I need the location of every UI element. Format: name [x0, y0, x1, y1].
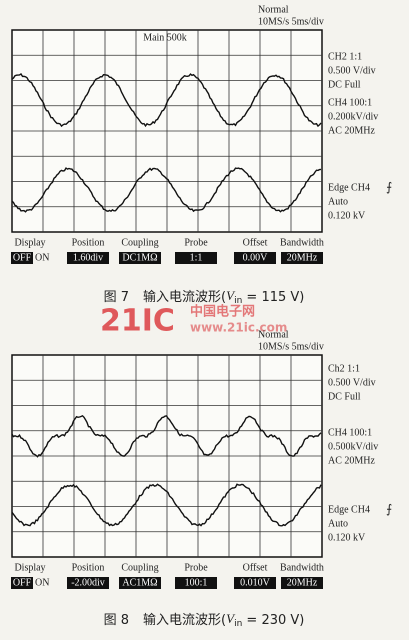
channel-info: CH4 100:1 — [328, 97, 372, 108]
channel-info: 0.500 V/div — [328, 65, 376, 76]
menu-value: OFF — [13, 577, 32, 588]
trigger-icon: ⨍ — [386, 180, 392, 194]
menu-label: Coupling — [121, 562, 158, 573]
watermark-logo: 21IC — [100, 304, 175, 339]
menu-value-box — [234, 252, 276, 264]
menu-label: Display — [14, 562, 45, 573]
channel-info: CH4 100:1 — [328, 427, 372, 438]
menu-value-box — [67, 577, 109, 589]
menu-value-box — [281, 252, 323, 264]
channel-info: 0.500kV/div — [328, 441, 378, 452]
channel-info: 0.200kV/div — [328, 111, 378, 122]
figure-caption: 图 8 输入电流波形(Vin = 230 V) — [104, 611, 305, 629]
menu-label: Display — [14, 237, 45, 248]
menu-label: Probe — [184, 237, 208, 248]
channel-info: Edge CH4 — [328, 504, 370, 515]
menu-value: 1.60div — [73, 252, 103, 263]
menu-label: Position — [72, 562, 105, 573]
waveform — [11, 167, 322, 213]
menu-value-box — [281, 577, 323, 589]
menu-value: 0.00V — [243, 252, 269, 263]
caption-symbol: V — [226, 611, 236, 626]
menu-value-box — [67, 252, 109, 264]
menu-label: Offset — [243, 562, 268, 573]
menu-label: Bandwidth — [280, 562, 324, 573]
caption-label: 图 8 — [104, 613, 129, 628]
channel-info: Ch2 1:1 — [328, 363, 360, 374]
channel-info: DC Full — [328, 391, 361, 402]
channel-info: 0.500 V/div — [328, 377, 376, 388]
channel-info: AC 20MHz — [328, 455, 376, 466]
caption-symbol: V — [226, 288, 236, 303]
channel-info: Auto — [328, 518, 348, 529]
menu-value-box — [11, 577, 33, 589]
menu-value: AC1MΩ — [122, 577, 157, 588]
watermark-text: 中国电子网 — [190, 304, 255, 320]
menu-value: 20MHz — [287, 252, 318, 263]
scope-header: Normal — [258, 329, 289, 340]
menu-value: 0.010V — [240, 577, 271, 588]
scope-header: Normal — [258, 4, 289, 15]
channel-info: CH2 1:1 — [328, 51, 362, 62]
channel-info: Auto — [328, 196, 348, 207]
caption-tail: = 115 V) — [242, 290, 304, 305]
channel-info: AC 20MHz — [328, 125, 376, 136]
channel-info: DC Full — [328, 79, 361, 90]
menu-value: OFF — [13, 252, 32, 263]
menu-value-box — [119, 252, 161, 264]
menu-label: Bandwidth — [280, 237, 324, 248]
menu-value: 1:1 — [190, 252, 203, 263]
waveform — [11, 483, 322, 527]
channel-info: Edge CH4 — [328, 182, 370, 193]
menu-value: DC1MΩ — [122, 252, 157, 263]
menu-value: -2.00div — [71, 577, 105, 588]
caption-text: 输入电流波形( — [143, 612, 226, 628]
menu-label: Position — [72, 237, 105, 248]
watermark-url: www.21ic.com — [190, 321, 287, 335]
menu-value-box — [175, 252, 217, 264]
channel-info: 0.120 kV — [328, 210, 366, 221]
menu-label: Coupling — [121, 237, 158, 248]
waveform — [11, 414, 322, 458]
menu-value: 20MHz — [287, 577, 318, 588]
waveform — [11, 73, 322, 128]
trigger-icon: ⨍ — [386, 502, 392, 516]
menu-label: Offset — [243, 237, 268, 248]
menu-value: ON — [35, 577, 49, 588]
caption-label: 图 7 — [104, 290, 129, 305]
menu-value-box — [119, 577, 161, 589]
figure-caption: 图 7 输入电流波形(Vin = 115 V) — [104, 288, 305, 306]
channel-info: 0.120 kV — [328, 532, 366, 543]
caption-subscript: in — [234, 296, 242, 306]
menu-value-box — [11, 252, 33, 264]
caption-tail: = 230 V) — [242, 613, 304, 628]
caption-text: 输入电流波形( — [143, 289, 226, 305]
caption-subscript: in — [234, 619, 242, 629]
scope-marker: Main 500k — [143, 32, 187, 43]
scope-header: 10MS/s 5ms/div — [258, 341, 324, 352]
menu-value-box — [175, 577, 217, 589]
menu-value: ON — [35, 252, 49, 263]
menu-value-box — [234, 577, 276, 589]
scope-header: 10MS/s 5ms/div — [258, 16, 324, 27]
menu-value: 100:1 — [185, 577, 208, 588]
menu-label: Probe — [184, 562, 208, 573]
